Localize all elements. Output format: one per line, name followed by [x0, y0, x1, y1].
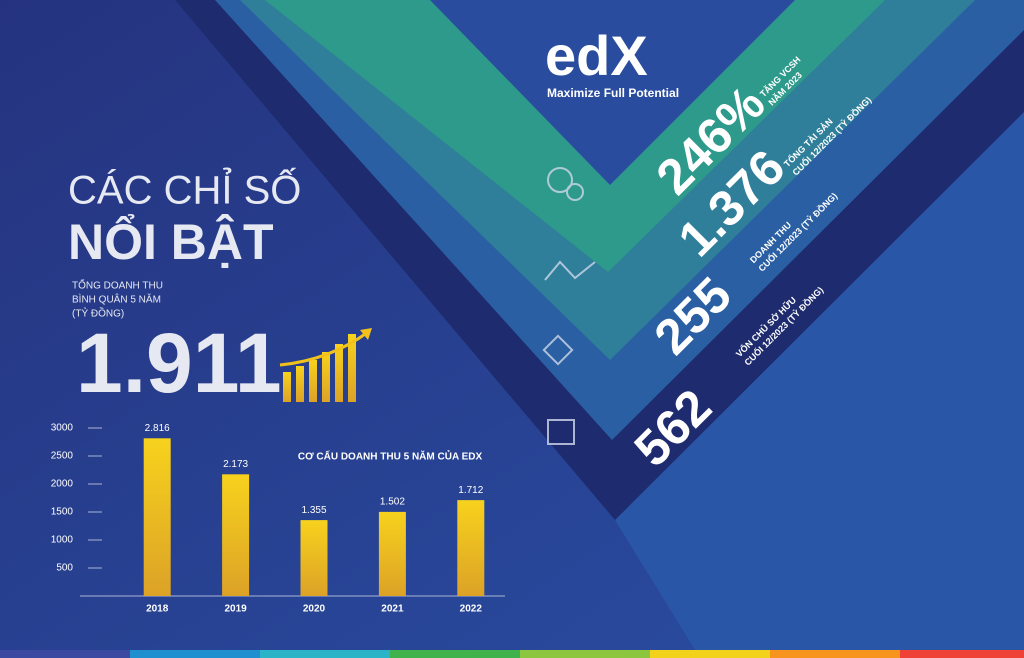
y-tick-label: 1500: [51, 507, 74, 518]
headline: CÁC CHỈ SỐ: [68, 167, 301, 213]
data-label: 2.173: [223, 459, 248, 470]
average-label: TỔNG DOANH THU: [72, 279, 163, 292]
data-label: 1.712: [458, 485, 483, 496]
stripe: [430, 0, 795, 185]
y-tick-label: 500: [56, 563, 73, 574]
y-tick-label: 2500: [51, 451, 74, 462]
x-tick-label: 2022: [460, 604, 483, 615]
average-value: 1.911: [76, 316, 282, 410]
logo-brand: edX: [545, 24, 648, 87]
average-label: (TỶ ĐỒNG): [72, 307, 124, 320]
logo-tagline: Maximize Full Potential: [547, 86, 679, 100]
x-tick-label: 2021: [381, 604, 404, 615]
bar: [300, 520, 328, 596]
bar: [143, 438, 171, 596]
average-label: BÌNH QUÂN 5 NĂM: [72, 293, 161, 306]
icons: [542, 167, 596, 445]
bar: [378, 511, 406, 596]
y-tick-label: 3000: [51, 423, 74, 434]
data-label: 1.355: [301, 505, 326, 516]
bar: [222, 474, 250, 596]
bar: [457, 500, 485, 596]
x-tick-label: 2018: [146, 604, 169, 615]
y-tick-label: 2000: [51, 479, 74, 490]
growth-icon: [279, 328, 372, 402]
headline: NỔI BẬT: [68, 213, 274, 270]
x-tick-label: 2020: [303, 604, 326, 615]
data-label: 1.502: [380, 497, 405, 508]
background-band: [615, 112, 1024, 658]
bottom-strip: [0, 650, 1024, 658]
data-label: 2.816: [145, 423, 170, 434]
x-tick-label: 2019: [224, 604, 247, 615]
chart-title: CƠ CẤU DOANH THU 5 NĂM CỦA EDX: [298, 450, 483, 463]
y-tick-label: 1000: [51, 535, 74, 546]
